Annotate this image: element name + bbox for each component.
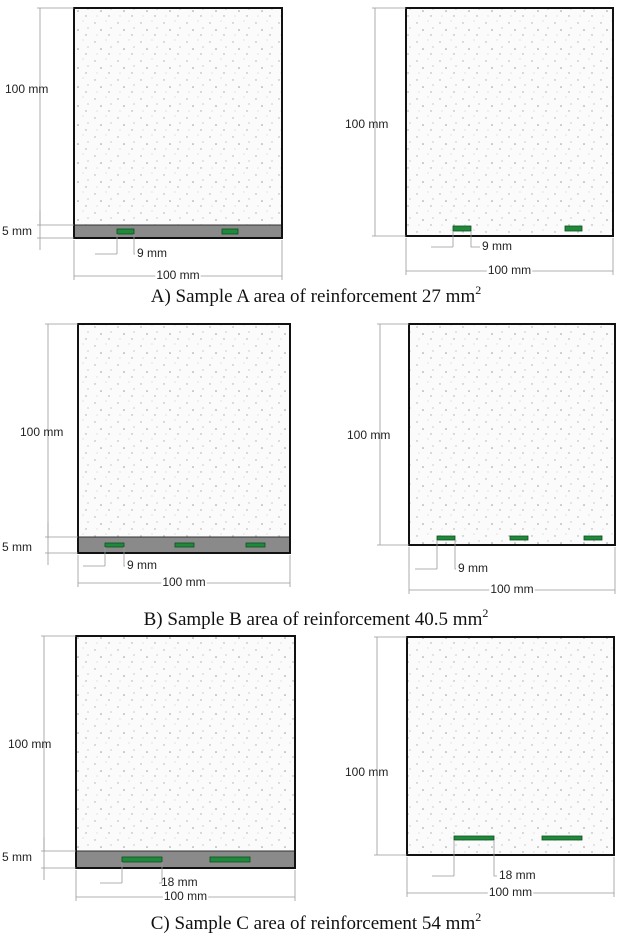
specimen-outline	[75, 635, 296, 869]
height-label: 100 mm	[347, 428, 390, 442]
concrete	[74, 8, 282, 225]
label-bg	[489, 582, 535, 597]
spacing-bracket	[159, 862, 163, 884]
height-label: 100 mm	[5, 82, 48, 96]
cover-layer	[75, 850, 296, 869]
reinforcement-bar	[509, 535, 529, 541]
concrete	[76, 636, 295, 851]
height-label: 100 mm	[8, 737, 51, 751]
width-label: 100 mm	[489, 885, 532, 899]
spacing-label: 9 mm	[127, 558, 157, 572]
spacing-bracket	[133, 234, 135, 255]
spacing-label: 9 mm	[458, 561, 488, 575]
cover-label: 5 mm	[2, 224, 32, 238]
reinforcement-bar	[541, 835, 583, 841]
reinforcement-bar	[453, 835, 495, 841]
specimen-outline	[408, 323, 616, 546]
spacing-bracket	[123, 547, 125, 567]
spacing-label: 18 mm	[499, 868, 536, 882]
spacing-label: 9 mm	[482, 239, 512, 253]
label-bg	[161, 575, 207, 590]
reinforcement-bar	[104, 542, 125, 548]
caption: C) Sample C area of reinforcement 54 mm2	[151, 910, 481, 934]
label-bg	[486, 263, 533, 278]
caption-superscript: 2	[482, 606, 488, 620]
height-label: 100 mm	[20, 425, 63, 439]
width-label: 100 mm	[164, 889, 207, 903]
spacing-bracket	[493, 840, 497, 877]
cover-label: 5 mm	[2, 540, 32, 554]
caption: B) Sample B area of reinforcement 40.5 m…	[144, 606, 489, 630]
specimen-outline	[406, 636, 615, 856]
spacing-label: 9 mm	[137, 246, 167, 260]
spacing-bracket	[454, 540, 456, 570]
concrete	[406, 8, 613, 236]
caption: A) Sample A area of reinforcement 27 mm2	[151, 283, 481, 307]
label-bg	[155, 268, 201, 283]
height-label: 100 mm	[345, 765, 388, 779]
label-bg	[162, 889, 209, 904]
width-label: 100 mm	[488, 263, 531, 277]
caption-text: A) Sample A area of reinforcement 27 mm	[151, 286, 476, 307]
reinforcement-bar	[452, 225, 472, 232]
concrete	[407, 637, 614, 855]
caption-text: C) Sample C area of reinforcement 54 mm	[151, 913, 476, 934]
specimen-outline	[77, 323, 291, 554]
caption-superscript: 2	[475, 910, 481, 924]
concrete	[409, 324, 615, 545]
height-label: 100 mm	[345, 117, 388, 131]
width-label: 100 mm	[162, 575, 205, 589]
specimen-outline	[73, 7, 283, 239]
reinforcement-bar	[221, 228, 239, 235]
width-label: 100 mm	[490, 582, 533, 596]
cover-label: 5 mm	[2, 850, 32, 864]
spacing-label: 18 mm	[161, 875, 198, 889]
reinforcement-bar	[209, 856, 251, 863]
caption-text: B) Sample B area of reinforcement 40.5 m…	[144, 609, 483, 630]
reinforcement-bar	[121, 856, 163, 863]
reinforcement-bar	[436, 535, 456, 541]
caption-superscript: 2	[475, 283, 481, 297]
reinforcement-bar	[583, 535, 603, 541]
reinforcement-bar	[564, 225, 583, 232]
specimen-outline	[405, 7, 614, 237]
cover-layer	[73, 224, 283, 239]
reinforcement-bar	[245, 542, 266, 548]
reinforcement-bar	[174, 542, 195, 548]
label-bg	[487, 885, 534, 900]
reinforcement-bar	[116, 228, 135, 235]
concrete	[78, 324, 290, 537]
spacing-bracket	[470, 231, 480, 248]
width-label: 100 mm	[156, 268, 199, 282]
